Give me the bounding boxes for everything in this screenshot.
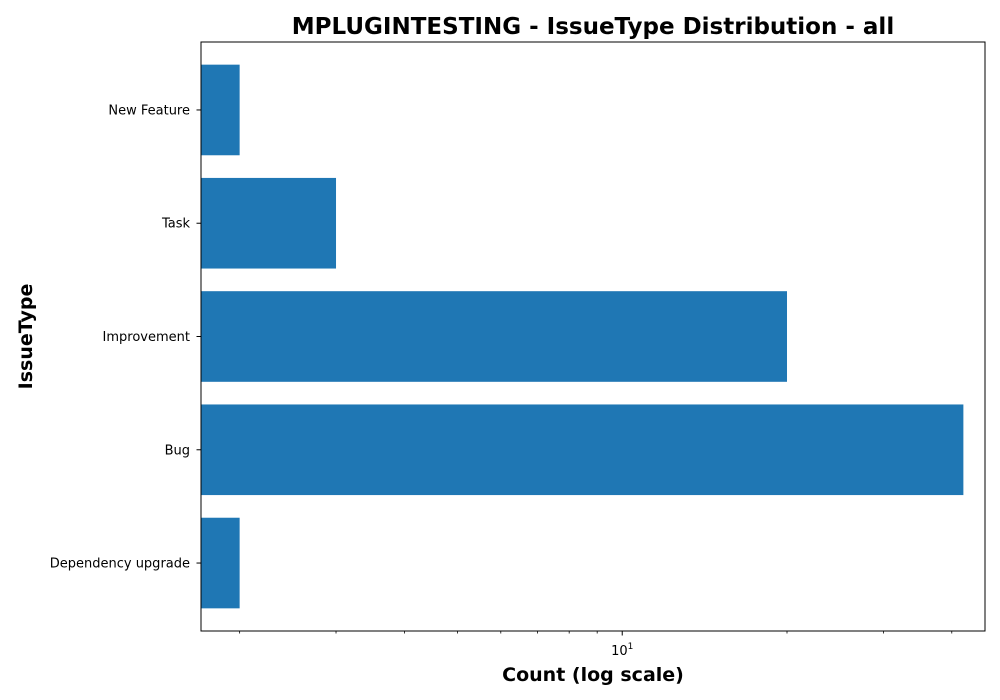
bar-improvement <box>201 291 788 382</box>
bar-new-feature <box>201 64 240 156</box>
y-axis-title: IssueType <box>15 284 37 390</box>
bar-task <box>201 177 337 269</box>
x-tick-label: 101 <box>611 642 633 659</box>
bar-dependency-upgrade <box>201 517 240 609</box>
chart-title: MPLUGINTESTING - IssueType Distribution … <box>292 14 894 40</box>
bar-bug <box>201 404 964 496</box>
y-tick-label-bug: Bug <box>165 443 190 458</box>
y-tick-label-new-feature: New Feature <box>108 103 190 118</box>
y-tick-label-dependency-upgrade: Dependency upgrade <box>50 557 190 572</box>
y-axis: Dependency upgrade Bug Improvement Task New … <box>50 103 201 572</box>
y-tick-label-improvement: Improvement <box>103 330 190 345</box>
y-tick-label-task: Task <box>161 217 191 232</box>
x-axis-title: Count (log scale) <box>502 664 684 686</box>
x-axis: 101 <box>239 631 953 659</box>
bars-layer <box>201 64 964 609</box>
